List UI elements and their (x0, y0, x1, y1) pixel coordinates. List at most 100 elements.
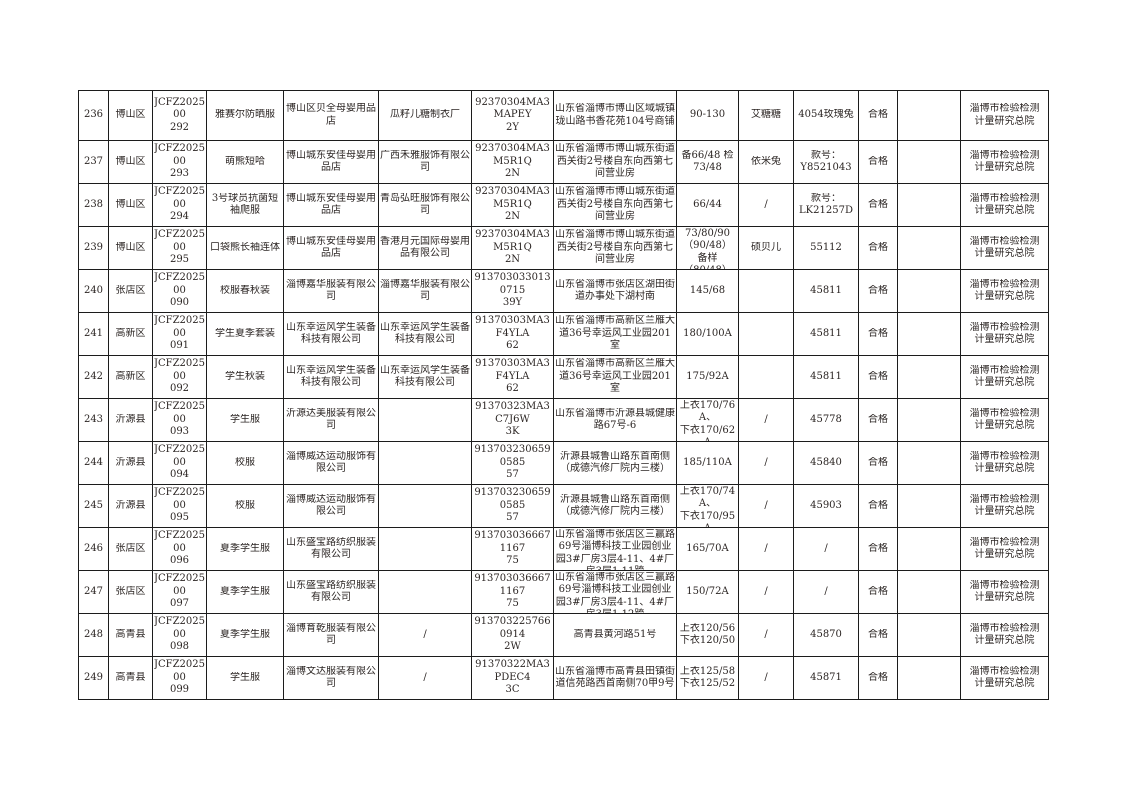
cell-sample-number: JCFZ202500 293 (152, 140, 207, 184)
cell-manufacturer: 广西禾雅服饰有限公司 (378, 140, 472, 184)
cell-specification: 185/110A (676, 441, 739, 485)
cell-specification: 145/68 (676, 269, 739, 313)
cell-brand: / (738, 398, 794, 442)
cell-result: 合格 (858, 183, 898, 227)
cell-product-name: 校服春秋装 (206, 269, 284, 313)
cell-note (897, 140, 961, 184)
cell-sampled-unit: 博山城东安佳母婴用品店 (283, 140, 379, 184)
cell-inspection-agency: 淄博市检验检测 计量研究总院 (960, 269, 1049, 313)
cell-product-name: 学生夏季套装 (206, 312, 284, 356)
cell-credit-code: 9137032306590585 57 (471, 484, 554, 528)
cell-model: 45903 (793, 484, 859, 528)
cell-result: 合格 (858, 527, 898, 571)
table-body: 236 博山区 JCFZ202500 292 雅赛尔防晒服 博山区贝全母婴用品店… (78, 90, 1049, 700)
cell-manufacturer (378, 398, 472, 442)
cell-district: 沂源县 (108, 484, 153, 528)
table-row: 242 高新区 JCFZ202500 092 学生秋装 山东幸运风学生装备科技有… (78, 355, 1049, 399)
cell-result: 合格 (858, 312, 898, 356)
cell-brand: / (738, 183, 794, 227)
cell-specification: 73/80/90 （90/48） 备样 （80/48） (676, 226, 739, 270)
cell-result: 合格 (858, 90, 898, 141)
cell-manufacturer: 香港月元国际母婴用品有限公司 (378, 226, 472, 270)
cell-specification: 175/92A (676, 355, 739, 399)
cell-sample-number: JCFZ202500 098 (152, 613, 207, 657)
cell-specification: 90-130 (676, 90, 739, 141)
cell-row-number: 238 (78, 183, 109, 227)
cell-model: 45811 (793, 269, 859, 313)
cell-note (897, 570, 961, 614)
cell-result: 合格 (858, 226, 898, 270)
cell-row-number: 241 (78, 312, 109, 356)
cell-specification: 180/100A (676, 312, 739, 356)
cell-manufacturer: / (378, 656, 472, 700)
cell-brand: / (738, 441, 794, 485)
cell-product-name: 夏季学生服 (206, 613, 284, 657)
cell-specification: 备66/48 检 73/48 (676, 140, 739, 184)
cell-brand (738, 312, 794, 356)
table-row: 245 沂源县 JCFZ202500 095 校服 淄博威达运动服饰有限公司 9… (78, 484, 1049, 528)
cell-sampled-unit: 博山城东安佳母婴用品店 (283, 183, 379, 227)
cell-result: 合格 (858, 269, 898, 313)
cell-product-name: 校服 (206, 484, 284, 528)
cell-model: 45870 (793, 613, 859, 657)
cell-brand: 艾糖糖 (738, 90, 794, 141)
cell-specification: 上衣170/76A、 下衣170/62A (676, 398, 739, 442)
cell-sample-number: JCFZ202500 097 (152, 570, 207, 614)
cell-credit-code: 9137032257660914 2W (471, 613, 554, 657)
cell-sampled-unit: 淄博文达服装有限公司 (283, 656, 379, 700)
cell-row-number: 247 (78, 570, 109, 614)
cell-district: 沂源县 (108, 398, 153, 442)
cell-manufacturer: 淄博嘉华服装有限公司 (378, 269, 472, 313)
cell-result: 合格 (858, 656, 898, 700)
cell-manufacturer: / (378, 613, 472, 657)
cell-specification: 上衣120/56 下衣120/50 (676, 613, 739, 657)
cell-address: 山东省淄博市博山城东街道西关街2号楼自东向西第七间营业房 (553, 226, 677, 270)
cell-district: 博山区 (108, 90, 153, 141)
cell-inspection-agency: 淄博市检验检测 计量研究总院 (960, 527, 1049, 571)
cell-address: 山东省淄博市博山城东街道西关街2号楼自东向西第七间营业房 (553, 140, 677, 184)
table-row: 249 高青县 JCFZ202500 099 学生服 淄博文达服装有限公司 / … (78, 656, 1049, 700)
cell-note (897, 441, 961, 485)
cell-manufacturer: 山东幸运风学生装备科技有限公司 (378, 312, 472, 356)
cell-inspection-agency: 淄博市检验检测 计量研究总院 (960, 226, 1049, 270)
cell-sample-number: JCFZ202500 295 (152, 226, 207, 270)
cell-address: 山东省淄博市张店区三赢路69号淄博科技工业园创业园3#厂房3层4-11、4#厂房… (553, 570, 677, 614)
cell-district: 张店区 (108, 527, 153, 571)
cell-district: 博山区 (108, 183, 153, 227)
cell-sampled-unit: 淄博育乾服装有限公司 (283, 613, 379, 657)
cell-model: 45811 (793, 355, 859, 399)
cell-row-number: 239 (78, 226, 109, 270)
cell-inspection-agency: 淄博市检验检测 计量研究总院 (960, 355, 1049, 399)
cell-sample-number: JCFZ202500 093 (152, 398, 207, 442)
cell-sample-number: JCFZ202500 099 (152, 656, 207, 700)
cell-result: 合格 (858, 613, 898, 657)
cell-sample-number: JCFZ202500 090 (152, 269, 207, 313)
cell-specification: 上衣125/58 下衣125/52 (676, 656, 739, 700)
table-row: 239 博山区 JCFZ202500 295 口袋熊长袖连体 博山城东安佳母婴用… (78, 226, 1049, 270)
cell-district: 沂源县 (108, 441, 153, 485)
cell-brand: / (738, 570, 794, 614)
cell-note (897, 183, 961, 227)
table-row: 243 沂源县 JCFZ202500 093 学生服 沂源达美服装有限公司 91… (78, 398, 1049, 442)
cell-manufacturer (378, 527, 472, 571)
cell-product-name: 学生秋装 (206, 355, 284, 399)
cell-manufacturer: 瓜籽儿糖制衣厂 (378, 90, 472, 141)
cell-address: 山东省淄博市高新区兰雁大道36号幸运风工业园201室 (553, 355, 677, 399)
cell-brand: / (738, 527, 794, 571)
cell-address: 山东省淄博市博山城东街道西关街2号楼自东向西第七间营业房 (553, 183, 677, 227)
cell-model: 45871 (793, 656, 859, 700)
cell-sample-number: JCFZ202500 092 (152, 355, 207, 399)
cell-sampled-unit: 淄博威达运动服饰有限公司 (283, 484, 379, 528)
cell-address: 山东省淄博市沂源县城健康路67号-6 (553, 398, 677, 442)
cell-model: 45811 (793, 312, 859, 356)
cell-manufacturer (378, 484, 472, 528)
cell-district: 张店区 (108, 570, 153, 614)
cell-sample-number: JCFZ202500 095 (152, 484, 207, 528)
cell-note (897, 656, 961, 700)
cell-sample-number: JCFZ202500 292 (152, 90, 207, 141)
cell-model: 45840 (793, 441, 859, 485)
cell-note (897, 226, 961, 270)
table-row: 240 张店区 JCFZ202500 090 校服春秋装 淄博嘉华服装有限公司 … (78, 269, 1049, 313)
table-row: 244 沂源县 JCFZ202500 094 校服 淄博威达运动服饰有限公司 9… (78, 441, 1049, 485)
cell-brand: / (738, 613, 794, 657)
